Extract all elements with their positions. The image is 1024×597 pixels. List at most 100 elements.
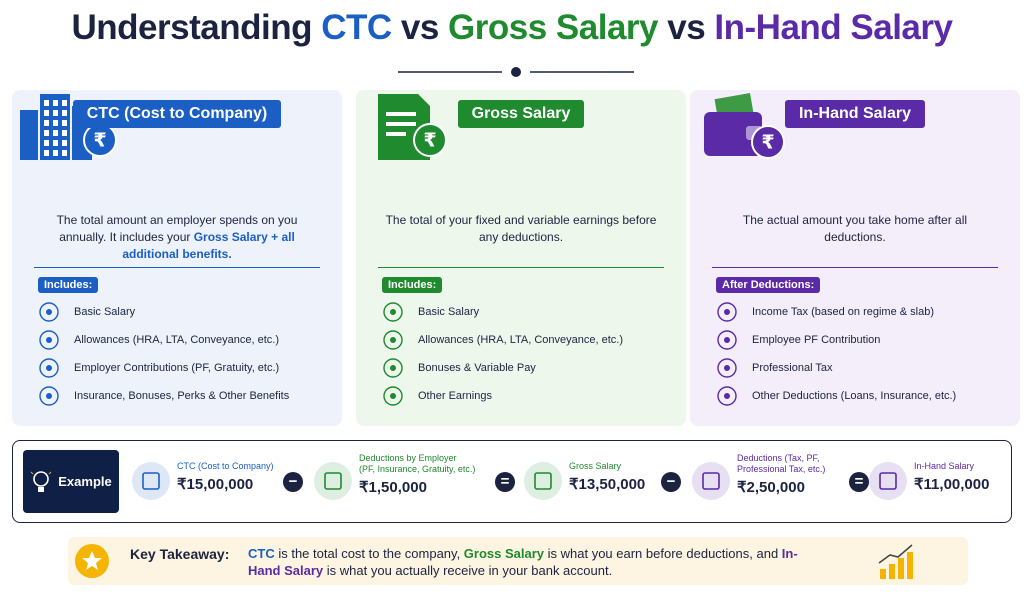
step-icon — [691, 461, 731, 506]
list-item: Professional Tax — [752, 362, 833, 374]
list-item: Income Tax (based on regime & slab) — [752, 306, 934, 318]
item-icon — [716, 357, 738, 379]
card: Gross Salary ₹ The total of your fixed and… — [356, 90, 686, 426]
list-item: Employer Contributions (PF, Gratuity, et… — [74, 362, 280, 374]
operator: = — [849, 472, 869, 492]
item-icon — [38, 385, 60, 407]
list-label: Includes: — [382, 277, 443, 293]
step-icon-svg — [314, 462, 352, 500]
operator: − — [283, 472, 303, 492]
step-text: CTC (Cost to Company) ₹15,00,000 — [177, 461, 274, 493]
item-icon-svg — [39, 302, 59, 322]
step-amount: ₹15,00,000 — [177, 476, 254, 493]
step-amount: ₹11,00,000 — [914, 476, 990, 493]
list-item: Allowances (HRA, LTA, Conveyance, etc.) — [74, 334, 280, 346]
step-icon — [523, 461, 563, 506]
step-icon-svg — [132, 462, 170, 500]
title: Understanding CTC vs Gross Salary vs In-… — [0, 8, 1024, 48]
title-text: Gross Salary — [448, 8, 658, 47]
description-text: Gross Salary — [193, 230, 268, 244]
card-description: The total amount an employer spends on y… — [36, 212, 318, 263]
item-icon — [716, 301, 738, 323]
takeaway-segment: CTC — [248, 546, 275, 561]
divider — [378, 267, 664, 268]
description-text: + all additional benefits. — [122, 230, 295, 261]
card-icon-svg: ₹ — [378, 94, 447, 160]
takeaway-label: Key Takeaway: — [130, 546, 230, 562]
item-icon-svg — [39, 330, 59, 350]
list-label: After Deductions: — [716, 277, 821, 293]
takeaway-segment: In-Hand Salary — [248, 546, 798, 578]
heading-text: In-Hand Salary — [784, 100, 926, 128]
example-box: Example CTC (Cost to Company) ₹15,00,000 D… — [12, 440, 1012, 523]
list-item: Employee PF Contribution — [752, 334, 881, 346]
takeaway-text: CTC is the total cost to the company, Gr… — [248, 545, 808, 579]
step-icon-svg — [524, 462, 562, 500]
divider — [712, 267, 998, 268]
example-label: Example — [23, 450, 119, 513]
step-amount: ₹13,50,000 — [569, 476, 646, 493]
bulb-icon — [30, 470, 52, 492]
step-icon-svg — [869, 462, 907, 500]
item-icon-svg — [39, 358, 59, 378]
takeaway-segment: is what you actually receive in your ban… — [323, 563, 613, 578]
step-label: Deductions (Tax, PF, — [737, 453, 820, 463]
step-text: Deductions by Employer (PF, Insurance, Gr… — [359, 453, 475, 496]
step-label: Professional Tax, etc.) — [737, 464, 826, 474]
takeaway-segment: is what you earn before deductions, and — [544, 546, 782, 561]
description-text: The total of your fixed and variable ear… — [385, 213, 657, 244]
item-icon — [716, 385, 738, 407]
step-label: Deductions by Employer — [359, 453, 457, 463]
heading-text: CTC (Cost to Company) — [72, 100, 282, 128]
item-icon-svg — [383, 386, 403, 406]
item-icon — [716, 329, 738, 351]
title-text: In-Hand Salary — [714, 8, 953, 47]
list-item: Other Deductions (Loans, Insurance, etc.… — [752, 390, 957, 402]
divider — [398, 67, 634, 77]
card-description: The actual amount you take home after al… — [714, 212, 996, 246]
card-heading: Gross Salary — [356, 100, 686, 128]
step-amount: ₹2,50,000 — [737, 479, 805, 496]
item-icon-svg — [717, 386, 737, 406]
list-item: Bonuses & Variable Pay — [418, 362, 536, 374]
item-icon — [382, 357, 404, 379]
step-icon-svg — [692, 462, 730, 500]
svg-text:₹: ₹ — [423, 128, 436, 151]
step-label: CTC (Cost to Company) — [177, 461, 274, 471]
item-icon — [382, 301, 404, 323]
step-icon — [313, 461, 353, 506]
description-text: The actual amount you take home after al… — [742, 213, 968, 244]
item-icon-svg — [39, 386, 59, 406]
item-icon — [382, 329, 404, 351]
item-icon-svg — [383, 358, 403, 378]
takeaway-box: Key Takeaway: CTC is the total cost to t… — [68, 537, 968, 585]
item-icon-svg — [383, 302, 403, 322]
list-item: Allowances (HRA, LTA, Conveyance, etc.) — [418, 334, 624, 346]
item-icon — [38, 357, 60, 379]
growth-icon — [878, 544, 913, 579]
card: CTC (Cost to Company) ₹ The total amount a… — [12, 90, 342, 426]
step-label: (PF, Insurance, Gratuity, etc.) — [359, 464, 476, 474]
operator: − — [661, 472, 681, 492]
title-text: Understanding — [71, 8, 313, 47]
operator: = — [495, 472, 515, 492]
card-heading: In-Hand Salary — [690, 100, 1020, 128]
step-label: Gross Salary — [569, 461, 622, 471]
list-item: Basic Salary — [74, 306, 136, 318]
step-icon — [868, 461, 908, 506]
item-icon — [38, 329, 60, 351]
item-icon-svg — [717, 302, 737, 322]
title-text: CTC — [321, 8, 392, 47]
svg-text:₹: ₹ — [93, 128, 106, 151]
example-title: Example — [58, 474, 112, 489]
step-label: In-Hand Salary — [914, 461, 975, 471]
list-item: Other Earnings — [418, 390, 492, 402]
svg-text:₹: ₹ — [761, 130, 774, 153]
step-icon — [131, 461, 171, 506]
item-icon-svg — [717, 330, 737, 350]
list-item: Basic Salary — [418, 306, 480, 318]
item-icon — [382, 385, 404, 407]
divider — [34, 267, 320, 268]
list-label: Includes: — [38, 277, 99, 293]
